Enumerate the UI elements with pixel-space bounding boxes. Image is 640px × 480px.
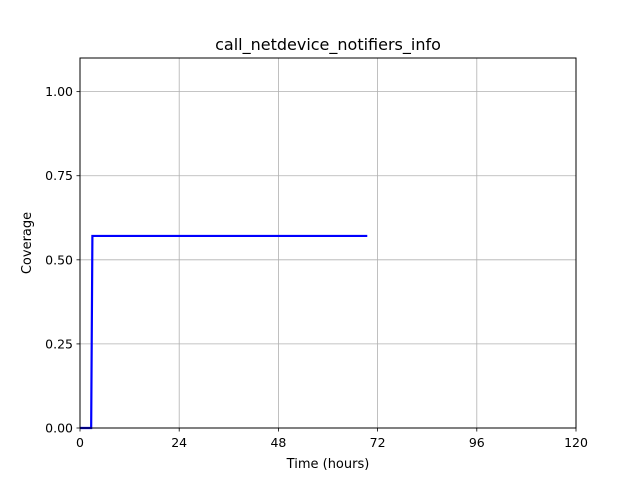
x-tick-label: 24 [171,435,187,450]
coverage-series-line [80,234,368,430]
x-tick-label: 48 [270,435,286,450]
y-tick-label: 0.00 [45,421,73,436]
plot-frame [79,57,577,429]
series-group [80,234,368,430]
grid-lines [79,58,577,429]
y-tick-label: 0.75 [45,168,73,183]
y-axis-label: Coverage [20,212,35,274]
chart-title: call_netdevice_notifiers_info [215,35,441,55]
x-tick-label: 0 [76,435,84,450]
y-tick-label: 1.00 [45,84,73,99]
y-axis: 0.00 0.25 0.50 0.75 1.00 [45,84,80,436]
x-axis-label: Time (hours) [286,457,370,472]
x-tick-label: 72 [370,435,386,450]
y-tick-label: 0.25 [45,336,73,351]
x-tick-label: 96 [469,435,485,450]
y-tick-label: 0.50 [45,252,73,267]
x-tick-label: 120 [564,435,588,450]
x-axis: 0 24 48 72 96 120 [76,428,588,450]
